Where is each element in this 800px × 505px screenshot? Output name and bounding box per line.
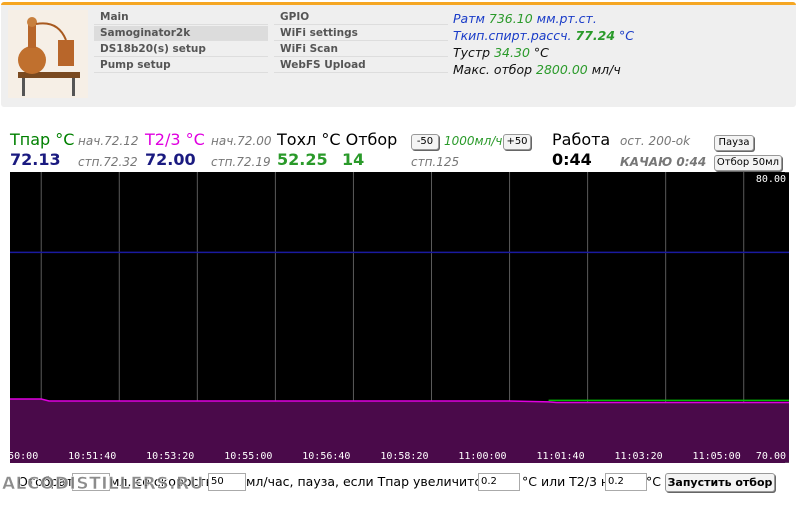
info-row: Тустр 34.30 °C [453, 45, 549, 60]
t23-label: T2/3 °C [145, 130, 205, 149]
y-tick-label: 70.00 [756, 451, 786, 462]
start-button[interactable]: Запустить отбор [665, 473, 775, 492]
menu-link[interactable]: Samoginator2k [94, 26, 268, 41]
area-fill [10, 398, 789, 463]
info-row: Ткип.спирт.рассч. 77.24 °C [453, 28, 634, 43]
x-tick-label: 11:03:20 [614, 451, 662, 462]
info-label: Тустр [453, 45, 491, 60]
info-value: 736.10 [488, 11, 533, 26]
x-tick-label: 11:00:00 [458, 451, 506, 462]
tpar-label: Тпар °C [10, 130, 75, 149]
speed-label: мл, со скоростью [110, 474, 224, 489]
pause-text: мл/час, пауза, если Тпар увеличится на [246, 474, 509, 489]
x-tick-label: 11:01:40 [536, 451, 584, 462]
menu-link[interactable]: WebFS Upload [274, 58, 448, 73]
pause-button[interactable]: Пауза [714, 135, 754, 151]
info-unit: мл/ч [591, 62, 621, 77]
menu-link[interactable]: DS18b20(s) setup [94, 42, 268, 57]
series-line [10, 398, 789, 404]
x-tick-label: 11:05:00 [693, 451, 741, 462]
tpar-value: 72.13 [10, 150, 61, 169]
delta1-select[interactable]: 0.2 [478, 473, 520, 491]
x-tick-label: 10:50:00 [10, 451, 38, 462]
x-tick-label: 10:58:20 [380, 451, 428, 462]
work-label: Работа [552, 130, 611, 149]
tpar-start: нач.72.12 [78, 134, 139, 148]
header-panel [1, 2, 796, 107]
x-tick-label: 10:53:20 [146, 451, 194, 462]
tpar-set: стп.72.32 [78, 155, 138, 169]
plus-button[interactable]: +50 [503, 134, 531, 150]
menu-link[interactable]: GPIO [274, 10, 448, 25]
t23-set: стп.72.19 [211, 155, 271, 169]
info-value: 2800.00 [536, 62, 588, 77]
t23-value: 72.00 [145, 150, 196, 169]
t23-start: нач.72.00 [211, 134, 272, 148]
take50-button[interactable]: Отбор 50мл [714, 155, 782, 171]
take-input[interactable] [72, 473, 110, 491]
x-tick-label: 10:51:40 [68, 451, 116, 462]
x-tick-label: 10:55:00 [224, 451, 272, 462]
info-unit: °C [619, 28, 635, 43]
menu-link[interactable]: Pump setup [94, 58, 268, 73]
state: КАЧАЮ 0:44 [620, 155, 707, 169]
or-text: °C или T2/3 на [522, 474, 617, 489]
y-tick-label: 80.00 [756, 174, 786, 185]
chart: 10:50:00 10:51:40 10:53:20 10:55:00 10:56:40… [10, 172, 789, 463]
info-value: 34.30 [494, 45, 530, 60]
menu-link[interactable]: WiFi settings [274, 26, 448, 41]
x-tick-label: 10:56:40 [302, 451, 350, 462]
tohl-label: Тохл °C Отбор [277, 130, 398, 149]
info-row: Ратм 736.10 мм.рт.ст. [453, 11, 597, 26]
remain: ост. 200-ok [620, 134, 691, 148]
otbor-value: 14 [342, 150, 365, 169]
unit-text: °C [646, 474, 661, 489]
menu-link[interactable]: Main [94, 10, 268, 25]
info-label: Ткип.спирт.рассч. [453, 28, 572, 43]
still-image [8, 10, 88, 98]
work-time: 0:44 [552, 150, 592, 169]
info-unit: мм.рт.ст. [536, 11, 597, 26]
rate: 1000мл/ч [444, 134, 503, 148]
menu-link[interactable]: WiFi Scan [274, 42, 448, 57]
take-label: Отобрать [18, 474, 81, 489]
rate-set: стп.125 [411, 155, 460, 169]
info-label: Ратм [453, 11, 485, 26]
delta2-select[interactable]: 0.2 [605, 473, 647, 491]
info-unit: °C [533, 45, 549, 60]
watermark: ALCODISTILLERS.RU [2, 474, 204, 495]
info-value: 77.24 [575, 28, 616, 43]
info-label: Макс. отбор [453, 62, 533, 77]
speed-input[interactable]: 50 [208, 473, 246, 491]
tohl-value: 52.25 [277, 150, 328, 169]
minus-button[interactable]: -50 [411, 134, 439, 150]
info-row: Макс. отбор 2800.00 мл/ч [453, 62, 621, 77]
